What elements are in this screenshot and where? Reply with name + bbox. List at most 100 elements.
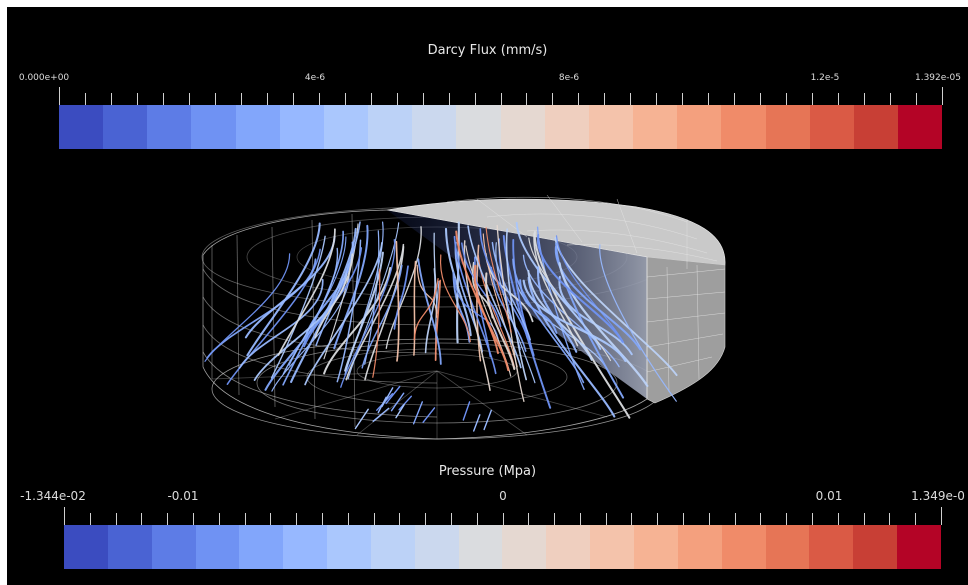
flux-tick — [241, 93, 242, 105]
pressure-colorbar-segment — [107, 525, 152, 569]
pressure-colorbar-segment — [64, 525, 108, 569]
streamline — [485, 227, 512, 333]
pressure-colorbar-segment — [414, 525, 459, 569]
pressure-colorbar-segment — [151, 525, 196, 569]
streamline — [434, 279, 442, 362]
flux-label-8e-6: 8e-6 — [558, 73, 580, 83]
flux-colorbar-segment — [544, 105, 589, 149]
pressure-colorbar-segment — [721, 525, 766, 569]
flux-colorbar-segment — [59, 105, 104, 149]
flux-legend-ticks — [59, 87, 943, 105]
streamline — [479, 228, 529, 339]
flux-tick — [163, 93, 164, 105]
streamline — [515, 221, 602, 350]
pressure-colorbar-segment — [195, 525, 240, 569]
flux-tick — [890, 93, 891, 105]
flux-colorbar — [59, 105, 943, 149]
pressure-tick — [167, 513, 168, 525]
flux-colorbar-segment — [677, 105, 722, 149]
streamline — [453, 235, 497, 375]
streamline — [537, 266, 578, 353]
streamline — [515, 276, 608, 369]
streamline — [533, 230, 631, 419]
flux-label-1.2e-5: 1.2e-5 — [810, 73, 840, 83]
flux-tick — [85, 93, 86, 105]
flux-legend-title: Darcy Flux (mm/s) — [427, 43, 548, 58]
pressure-colorbar-segment — [677, 525, 722, 569]
streamline — [422, 407, 436, 423]
streamline — [361, 264, 403, 369]
flux-tick — [319, 93, 320, 105]
streamline — [455, 221, 460, 344]
streamline — [364, 230, 380, 365]
pressure-tick — [528, 513, 529, 525]
streamline — [554, 245, 642, 351]
pressure-colorbar-segment — [327, 525, 371, 569]
flux-tick — [942, 87, 943, 105]
pressure-colorbar-segment — [370, 525, 415, 569]
flux-tick — [786, 93, 787, 105]
streamline — [512, 258, 585, 384]
flux-colorbar-segment — [500, 105, 545, 149]
streamline — [455, 230, 499, 355]
flux-label-max: 1.392e-05 — [914, 73, 962, 83]
pressure-legend-ticks — [64, 507, 942, 525]
pressure-tick — [116, 513, 117, 525]
pressure-tick — [786, 513, 787, 525]
pressure-label-min: -1.344e-02 — [20, 489, 86, 503]
pressure-tick — [631, 513, 632, 525]
flux-tick — [501, 93, 502, 105]
streamline — [496, 224, 525, 402]
pressure-tick — [915, 513, 916, 525]
streamline — [440, 254, 471, 343]
streamline — [522, 279, 627, 362]
pressure-tick — [425, 513, 426, 525]
streamline — [395, 240, 400, 362]
streamlines — [204, 221, 678, 432]
pressure-colorbar-segment — [502, 525, 547, 569]
pressure-colorbar-segment — [765, 525, 810, 569]
flux-tick — [552, 93, 553, 105]
pressure-colorbar-segment — [809, 525, 854, 569]
streamline — [238, 278, 324, 369]
render-viewport[interactable]: Darcy Flux (mm/s) 0.000e+00 4e-6 8e-6 1.… — [7, 7, 968, 585]
streamline — [536, 226, 585, 390]
pressure-tick — [657, 513, 658, 525]
flux-label-4e-6: 4e-6 — [304, 73, 326, 83]
flux-tick — [215, 93, 216, 105]
flux-tick — [838, 93, 839, 105]
streamline — [264, 263, 350, 391]
pressure-colorbar-segment — [458, 525, 503, 569]
flux-tick — [397, 93, 398, 105]
pressure-tick — [296, 513, 297, 525]
pressure-tick — [270, 513, 271, 525]
pressure-tick — [683, 513, 684, 525]
pressure-colorbar-segment — [590, 525, 634, 569]
pressure-tick — [399, 513, 400, 525]
flux-tick — [578, 93, 579, 105]
streamline — [393, 265, 409, 330]
flux-tick — [137, 93, 138, 105]
pressure-tick — [606, 513, 607, 525]
streamline — [385, 226, 422, 349]
pressure-tick — [64, 507, 65, 525]
flux-tick — [656, 93, 657, 105]
streamline — [413, 277, 439, 341]
flux-tick — [345, 93, 346, 105]
pressure-label-neg-0.01: -0.01 — [167, 489, 199, 503]
streamline — [246, 222, 321, 357]
pressure-tick — [735, 513, 736, 525]
reservoir-3d-scene[interactable] — [7, 7, 968, 585]
streamline — [290, 227, 357, 383]
streamline — [533, 232, 579, 347]
pressure-tick — [941, 507, 942, 525]
flux-colorbar-segment — [368, 105, 413, 149]
streamline — [505, 228, 528, 381]
streamline — [315, 221, 361, 347]
pressure-tick — [864, 513, 865, 525]
pressure-colorbar — [64, 525, 941, 569]
streamline — [345, 243, 405, 381]
flux-colorbar-segment — [147, 105, 192, 149]
flux-colorbar-segment — [633, 105, 678, 149]
pressure-colorbar-segment — [239, 525, 284, 569]
